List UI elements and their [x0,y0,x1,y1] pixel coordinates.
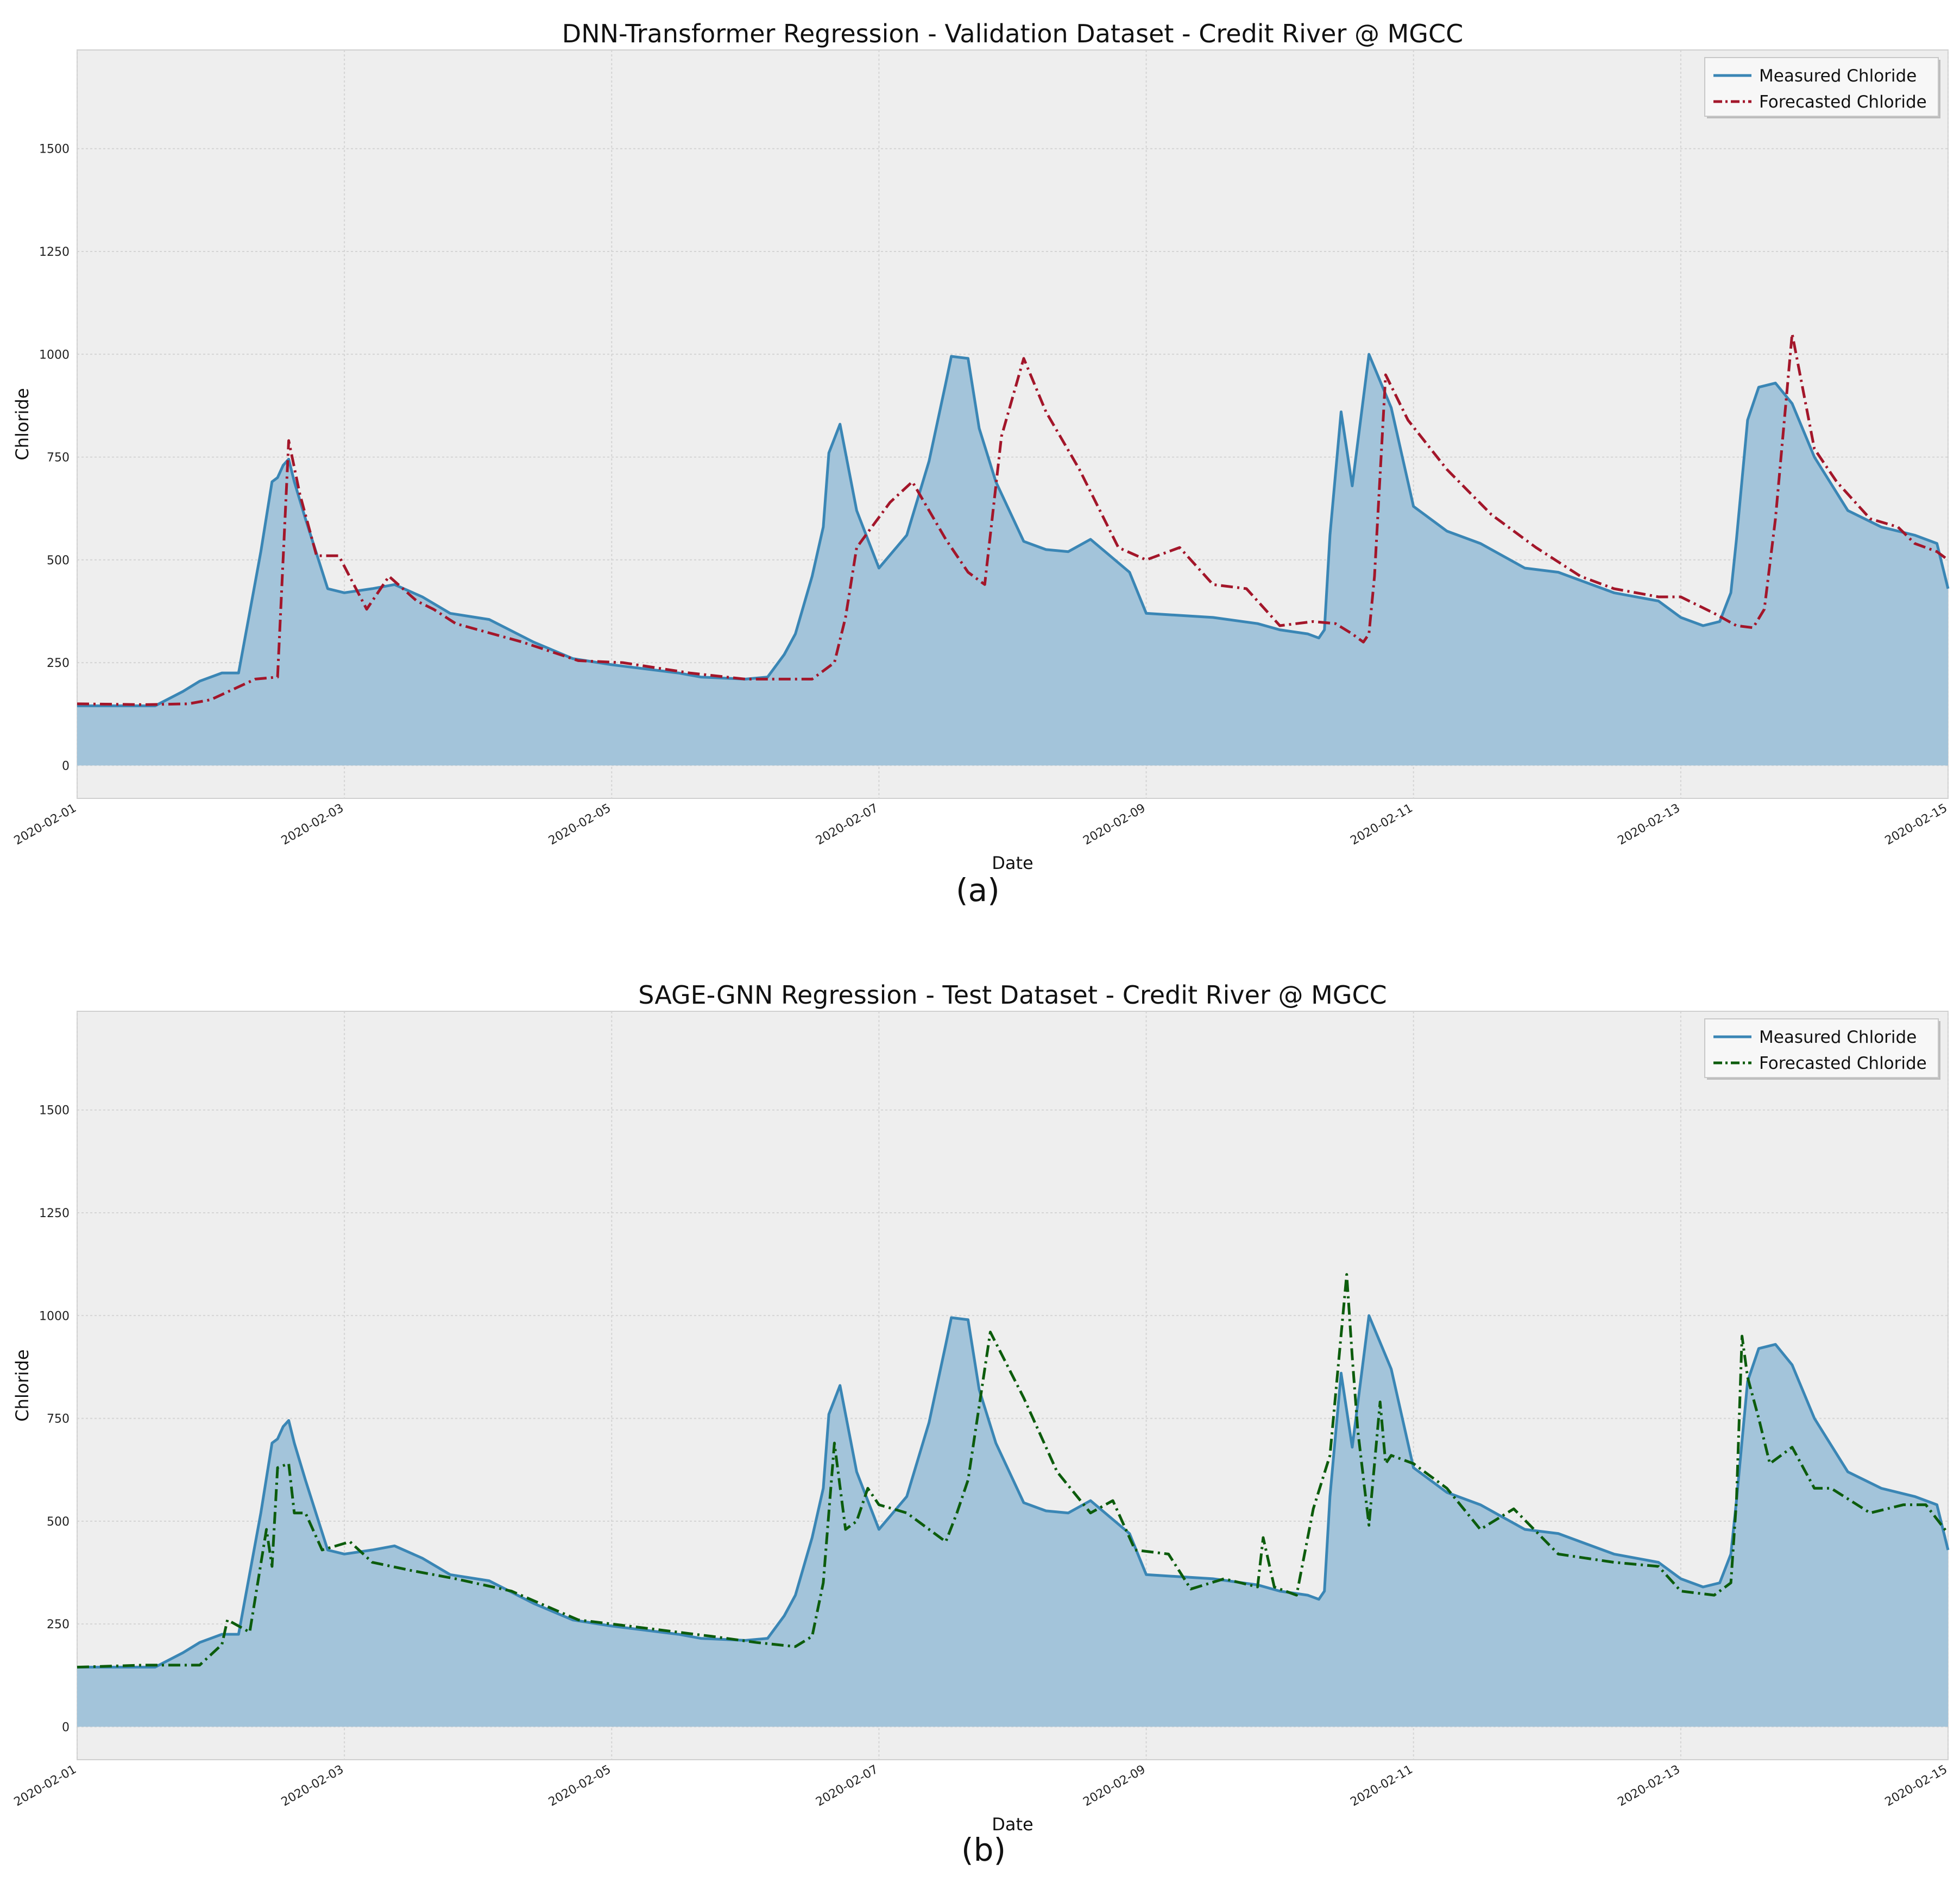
legend-box [1704,1018,1939,1078]
y-tick-label: 1500 [39,143,70,156]
legend: Measured Chloride Forecasted Chloride [1704,1018,1940,1080]
series-measured-fill [77,1315,1948,1727]
series-measured-line [77,1314,1950,1669]
caption-b: (b) [961,1831,1006,1868]
y-tick-label: 750 [47,1413,70,1426]
y-tick-label: 0 [62,1721,70,1734]
legend-box [1704,57,1939,117]
y-tick-label: 250 [47,657,70,670]
legend-label: Forecasted Chloride [1759,92,1927,112]
x-axis-label: Date [992,1814,1033,1835]
x-axis-label: Date [992,853,1033,873]
y-tick-label: 1250 [39,1207,70,1220]
chart-title: SAGE-GNN Regression - Test Dataset - Cre… [638,980,1387,1010]
y-tick-label: 250 [47,1618,70,1632]
y-tick-label: 500 [47,1515,70,1529]
y-tick-label: 1250 [39,245,70,259]
series-measured-line [77,352,1950,708]
y-tick-label: 750 [47,451,70,465]
y-tick-label: 500 [47,554,70,568]
y-axis-label: Chloride [12,1349,33,1421]
y-tick-label: 1500 [39,1104,70,1118]
series-measured-fill [77,354,1948,766]
chart-title: DNN-Transformer Regression - Validation … [562,19,1463,48]
caption-a: (a) [956,872,1000,909]
y-tick-label: 1000 [39,1309,70,1323]
legend-label: Forecasted Chloride [1759,1054,1927,1073]
legend-label: Measured Chloride [1759,1028,1917,1047]
legend-label: Measured Chloride [1759,66,1917,86]
y-tick-label: 1000 [39,348,70,362]
series-forecast-line [77,1273,1949,1669]
legend: Measured Chloride Forecasted Chloride [1704,57,1940,118]
y-tick-label: 0 [62,759,70,773]
y-axis-label: Chloride [12,388,33,460]
